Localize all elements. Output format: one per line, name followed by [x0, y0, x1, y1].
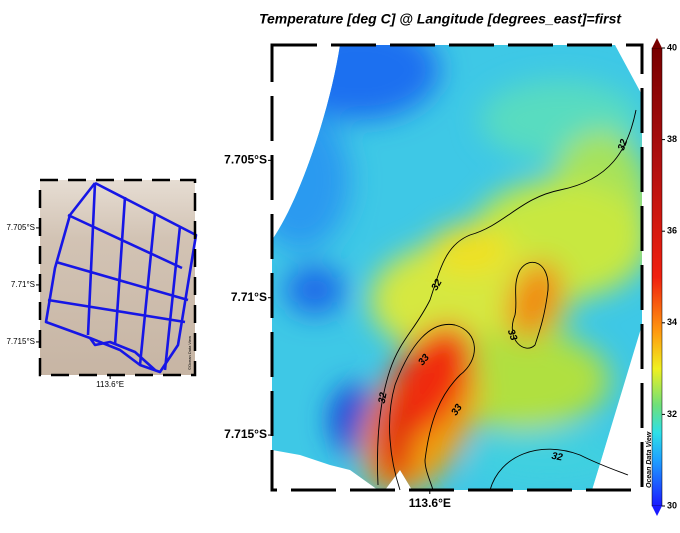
inset-map — [40, 180, 196, 375]
y-tick-label: 7.71°S — [11, 280, 35, 289]
colorbar-label: 32 — [667, 409, 677, 419]
page: {"chart_data": [ {"type": "map", "ylim":… — [0, 0, 680, 533]
y-tick-label: 7.705°S — [6, 223, 35, 232]
colorbar-label: 30 — [667, 500, 677, 510]
y-tick-label: 7.705°S — [224, 153, 267, 167]
colorbar — [652, 48, 662, 506]
colorbar-label: 38 — [667, 134, 677, 144]
watermark: ©Ocean Data View — [187, 336, 192, 370]
colorbar-label: 40 — [667, 42, 677, 52]
chart-title: Temperature [deg C] @ Langitude [degrees… — [259, 11, 622, 27]
colorbar-arrow-bottom — [652, 506, 662, 516]
y-tick-label: 7.71°S — [231, 290, 267, 304]
y-tick-label: 7.715°S — [6, 337, 35, 346]
field — [250, 20, 650, 514]
y-tick-label: 7.715°S — [224, 427, 267, 441]
colorbar-arrow-top — [652, 38, 662, 48]
colorbar-label: 34 — [667, 317, 677, 327]
colorbar-label: 36 — [667, 226, 677, 236]
watermark: Ocean Data View — [646, 431, 653, 488]
x-tick-label: 113.6°E — [409, 496, 451, 510]
chart: Temperature [deg C] @ Langitude [degrees… — [0, 0, 680, 533]
x-tick-label: 113.6°E — [96, 380, 124, 389]
